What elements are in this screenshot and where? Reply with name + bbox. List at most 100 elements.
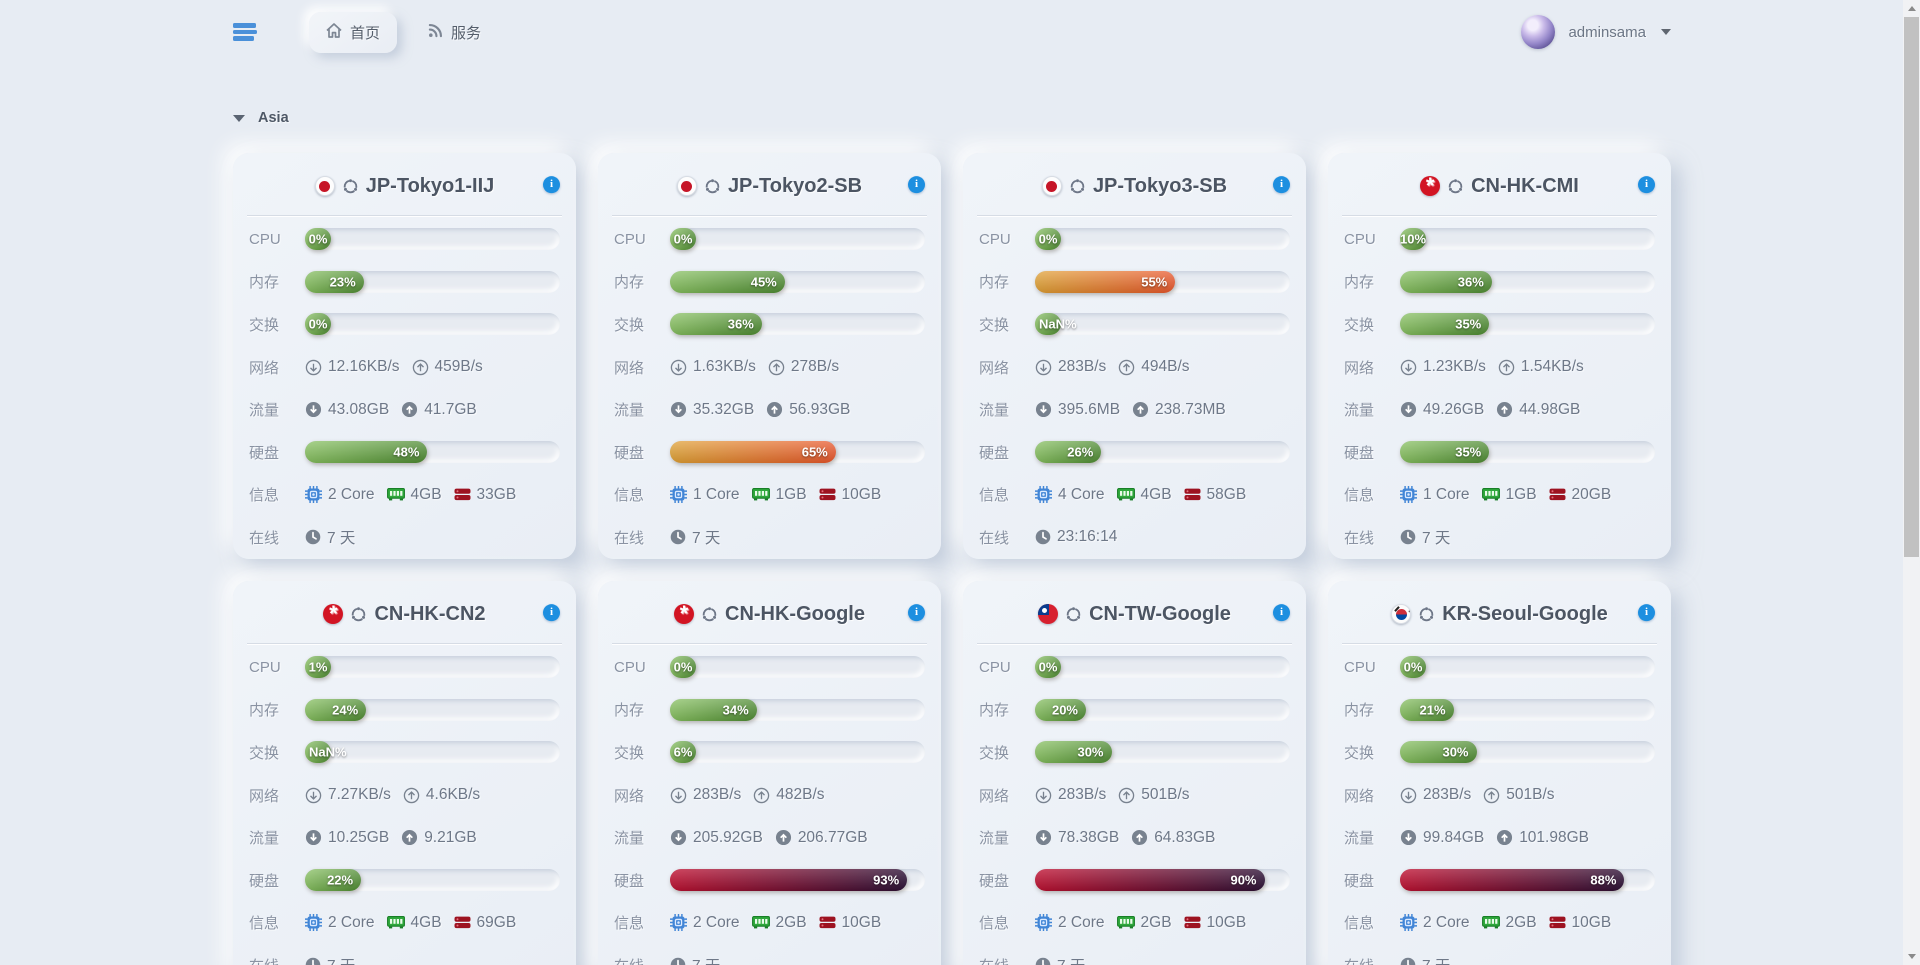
cpu-progress-bar: 0% — [305, 228, 560, 251]
cpu-cores-value: 4 Core — [1058, 485, 1105, 503]
download-circle-icon — [305, 787, 322, 804]
cpu-progress-value: 1% — [308, 659, 328, 675]
scroll-down-button[interactable] — [1903, 948, 1920, 965]
download-circle-icon — [1035, 359, 1052, 376]
app-menu-icon[interactable] — [233, 21, 257, 44]
download-circle-icon — [670, 787, 687, 804]
download-filled-circle-icon — [305, 401, 322, 418]
upload-filled-circle-icon — [1132, 401, 1149, 418]
info-button[interactable] — [543, 176, 560, 194]
user-menu[interactable]: adminsama — [1521, 15, 1671, 49]
swap-progress-value: NaN% — [309, 744, 347, 760]
network-row: 网络 283B/s 482B/s — [614, 774, 925, 817]
traffic-row-label: 流量 — [1344, 402, 1375, 420]
disk-progress-value: 93% — [873, 872, 900, 888]
swap-row: 交换 NaN% — [979, 303, 1290, 346]
scrollbar-thumb[interactable] — [1904, 17, 1919, 557]
traffic-row: 流量 395.6MB 238.73MB — [979, 388, 1290, 431]
memory-row-label: 内存 — [1344, 702, 1375, 720]
info-row-label: 信息 — [249, 487, 280, 505]
network-row-label: 网络 — [249, 787, 280, 805]
info-button[interactable] — [1273, 604, 1290, 622]
info-button[interactable] — [1273, 176, 1290, 194]
card-divider — [1342, 215, 1657, 216]
cpu-progress-value: 0% — [673, 659, 693, 675]
swap-row: 交换 0% — [249, 303, 560, 346]
ram-icon — [1116, 488, 1135, 501]
traffic-download-value: 205.92GB — [693, 828, 763, 846]
network-row-label: 网络 — [979, 359, 1010, 377]
server-name: CN-HK-CN2 — [374, 602, 486, 625]
ram-size-value: 1GB — [1505, 485, 1537, 503]
uptime-value: 7 天 — [692, 954, 720, 965]
info-button[interactable] — [908, 604, 925, 622]
storage-size-value: 10GB — [841, 485, 882, 503]
cpu-cores-value: 1 Core — [1423, 485, 1470, 503]
traffic-upload-value: 206.77GB — [797, 828, 868, 846]
server-name: JP-Tokyo1-IIJ — [365, 174, 495, 197]
ram-icon — [751, 916, 770, 929]
cpu-cores-value: 2 Core — [1423, 913, 1470, 931]
memory-progress-bar: 34% — [670, 698, 925, 721]
swap-progress-value: 6% — [673, 744, 693, 760]
upload-circle-icon — [1498, 359, 1515, 376]
user-name: adminsama — [1568, 23, 1646, 41]
network-row-label: 网络 — [249, 359, 280, 377]
upload-circle-icon — [412, 359, 429, 376]
online-row: 在线 7 天 — [614, 944, 925, 965]
info-button[interactable] — [543, 604, 560, 622]
net-upload-value: 459B/s — [434, 358, 483, 376]
net-upload-value: 4.6KB/s — [425, 786, 481, 804]
uptime-value: 7 天 — [327, 954, 355, 965]
swap-row-label: 交换 — [979, 316, 1010, 334]
memory-progress-value: 20% — [1051, 702, 1078, 718]
cpu-row-label: CPU — [979, 230, 1011, 248]
collapse-arrow-icon — [233, 114, 245, 122]
memory-row: 内存 36% — [1344, 261, 1655, 304]
memory-row: 内存 55% — [979, 261, 1290, 304]
info-button[interactable] — [908, 176, 925, 194]
disk-row: 硬盘 88% — [1344, 859, 1655, 902]
online-row-label: 在线 — [1344, 955, 1390, 965]
info-button[interactable] — [1638, 176, 1655, 194]
os-ubuntu-icon — [1418, 606, 1435, 623]
hdd-icon — [819, 488, 836, 501]
info-row-label: 信息 — [614, 915, 645, 933]
memory-row: 内存 45% — [614, 261, 925, 304]
disk-progress-value: 35% — [1455, 444, 1482, 460]
clock-icon — [670, 957, 686, 965]
net-download-value: 1.23KB/s — [1423, 358, 1486, 376]
memory-progress-value: 21% — [1419, 702, 1446, 718]
cpu-progress-bar: 1% — [305, 656, 560, 679]
swap-row: 交换 36% — [614, 303, 925, 346]
rss-icon — [428, 23, 443, 42]
country-flag-icon — [1391, 604, 1412, 624]
server-card-header: JP-Tokyo1-IIJ — [233, 153, 576, 215]
tab-services[interactable]: 服务 — [411, 12, 498, 53]
tab-home[interactable]: 首页 — [309, 11, 398, 53]
memory-row-label: 内存 — [249, 274, 280, 292]
disk-row-label: 硬盘 — [614, 872, 645, 890]
page-scrollbar[interactable] — [1903, 0, 1920, 965]
scroll-up-button[interactable] — [1903, 0, 1920, 17]
cpu-row-label: CPU — [249, 658, 281, 676]
server-card-header: CN-HK-CMI — [1328, 153, 1671, 215]
server-card: CN-HK-Google CPU 0% 内存 34% 交换 6% 网络 — [598, 581, 941, 965]
server-card-header: JP-Tokyo2-SB — [598, 153, 941, 215]
section-asia-toggle[interactable]: Asia — [233, 110, 353, 126]
cpu-row: CPU 0% — [249, 218, 560, 261]
card-divider — [977, 643, 1292, 644]
net-download-value: 283B/s — [1058, 786, 1107, 804]
cpu-row: CPU 0% — [614, 646, 925, 689]
traffic-upload-value: 41.7GB — [424, 400, 477, 418]
memory-progress-value: 24% — [332, 702, 359, 718]
info-button[interactable] — [1638, 604, 1655, 622]
card-divider — [977, 215, 1292, 216]
os-ubuntu-icon — [1069, 178, 1086, 195]
card-divider — [247, 643, 562, 644]
server-card: CN-HK-CMI CPU 10% 内存 36% 交换 35% 网络 — [1328, 153, 1671, 559]
memory-row-label: 内存 — [249, 702, 280, 720]
country-flag-icon — [676, 176, 697, 196]
disk-row: 硬盘 90% — [979, 859, 1290, 902]
network-row: 网络 1.23KB/s 1.54KB/s — [1344, 346, 1655, 389]
